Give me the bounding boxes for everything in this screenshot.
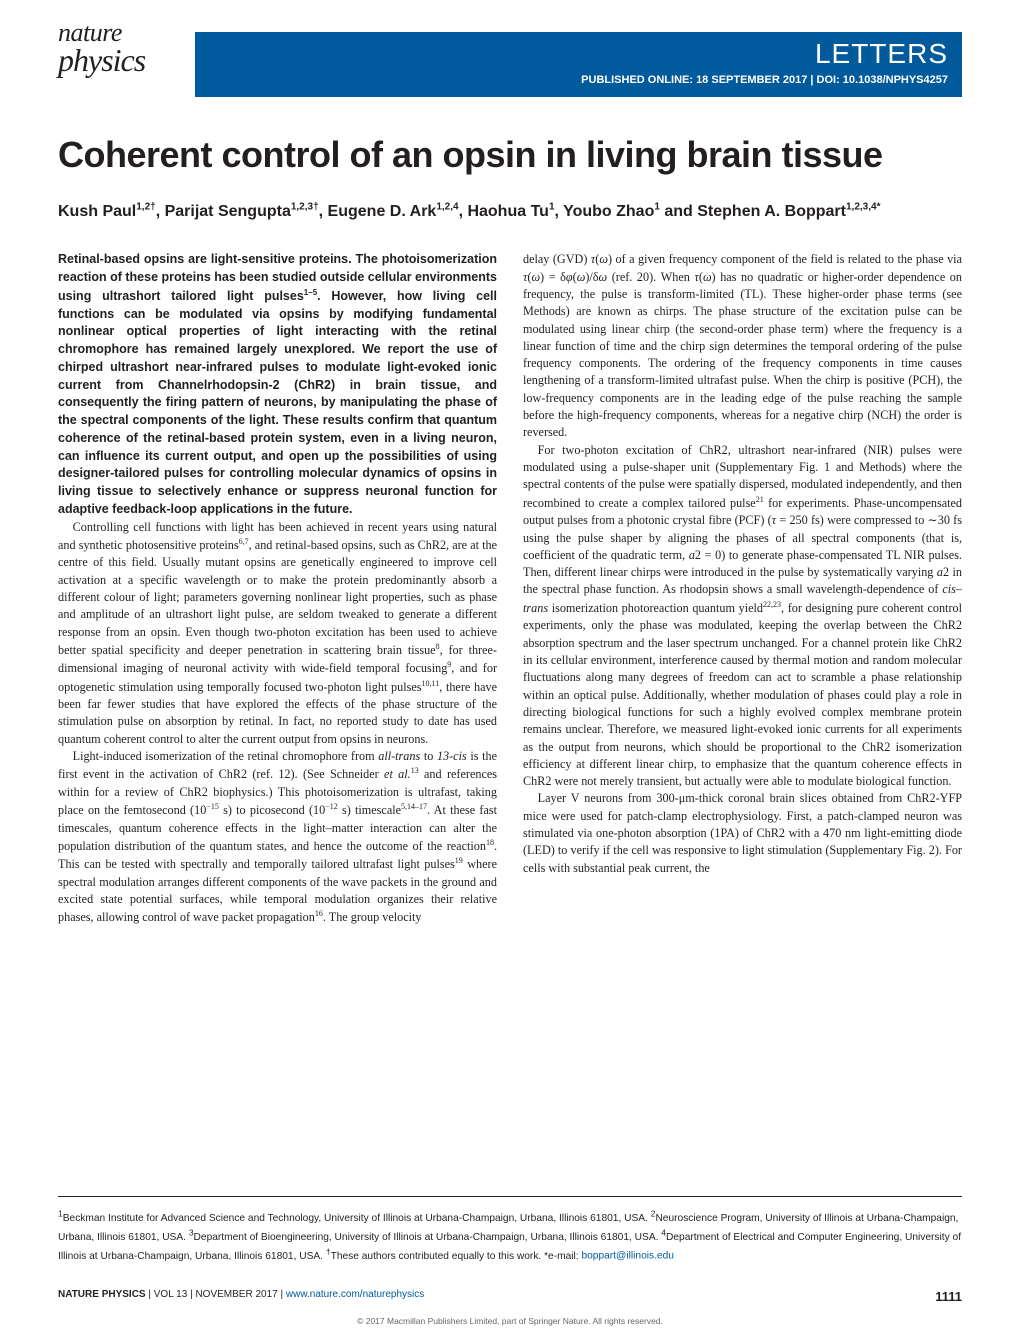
- copyright: © 2017 Macmillan Publishers Limited, par…: [0, 1316, 1020, 1326]
- author-list: Kush Paul1,2†, Parijat Sengupta1,2,3†, E…: [58, 200, 962, 223]
- left-column: Retinal-based opsins are light-sensitive…: [58, 251, 497, 927]
- abstract: Retinal-based opsins are light-sensitive…: [58, 251, 497, 518]
- journal-logo: nature physics: [58, 18, 188, 93]
- affiliation-text: 1Beckman Institute for Advanced Science …: [58, 1213, 961, 1262]
- affiliations: 1Beckman Institute for Advanced Science …: [58, 1196, 962, 1264]
- pub-date: PUBLISHED ONLINE: 18 SEPTEMBER 2017 |: [581, 74, 816, 86]
- publication-line: PUBLISHED ONLINE: 18 SEPTEMBER 2017 | DO…: [195, 74, 948, 86]
- body-columns: Retinal-based opsins are light-sensitive…: [58, 251, 962, 927]
- corresponding-email[interactable]: boppart@illinois.edu: [581, 1251, 673, 1262]
- logo-line-2: physics: [58, 42, 188, 79]
- page-footer: NATURE PHYSICS | VOL 13 | NOVEMBER 2017 …: [58, 1289, 962, 1304]
- body-para: Layer V neurons from 300-μm-thick corona…: [523, 790, 962, 877]
- footer-vol: | VOL 13 | NOVEMBER 2017 |: [146, 1289, 286, 1300]
- header: nature physics LETTERS PUBLISHED ONLINE:…: [0, 0, 1020, 102]
- footer-url[interactable]: www.nature.com/naturephysics: [286, 1289, 424, 1300]
- page-number: 1111: [935, 1289, 962, 1304]
- content: Coherent control of an opsin in living b…: [0, 134, 1020, 927]
- footer-journal: NATURE PHYSICS: [58, 1289, 146, 1300]
- right-column: delay (GVD) τ(ω) of a given frequency co…: [523, 251, 962, 927]
- body-para: Controlling cell functions with light ha…: [58, 519, 497, 749]
- body-para: For two-photon excitation of ChR2, ultra…: [523, 442, 962, 791]
- section-label: LETTERS: [195, 38, 948, 70]
- header-banner: LETTERS PUBLISHED ONLINE: 18 SEPTEMBER 2…: [195, 32, 962, 97]
- doi-link[interactable]: DOI: 10.1038/NPHYS4257: [817, 74, 948, 86]
- body-para: Light-induced isomerization of the retin…: [58, 748, 497, 927]
- body-para: delay (GVD) τ(ω) of a given frequency co…: [523, 251, 962, 442]
- footer-citation: NATURE PHYSICS | VOL 13 | NOVEMBER 2017 …: [58, 1289, 424, 1304]
- article-title: Coherent control of an opsin in living b…: [58, 134, 962, 176]
